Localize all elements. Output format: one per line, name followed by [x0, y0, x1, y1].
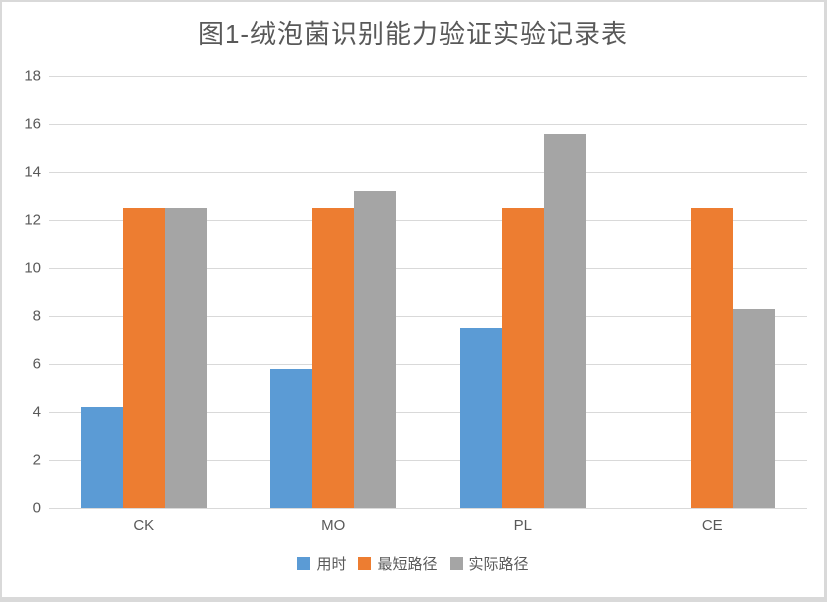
- y-tick-label-16: 16: [24, 115, 41, 133]
- gridline-y-18: [49, 75, 807, 77]
- x-tick-label-pl: PL: [513, 517, 532, 534]
- bar-series2-ce: [733, 308, 776, 508]
- bar-series0-ck: [80, 407, 123, 508]
- legend-label-series1: 最短路径: [377, 556, 438, 573]
- legend-item-series0: 用时: [297, 553, 346, 574]
- legend-item-series2: 实际路径: [449, 553, 529, 574]
- legend-item-series1: 最短路径: [358, 553, 438, 574]
- gridline-y-16: [49, 123, 807, 125]
- gridline-y-8: [49, 315, 807, 317]
- bar-series2-pl: [543, 133, 586, 508]
- gridline-y-12: [49, 219, 807, 221]
- gridline-y-14: [49, 171, 807, 173]
- bar-series1-ck: [122, 208, 165, 508]
- gridline-y-0: [49, 507, 807, 509]
- y-tick-label-0: 0: [32, 499, 41, 517]
- gridline-y-2: [49, 459, 807, 461]
- legend-label-series2: 实际路径: [468, 556, 529, 573]
- gridline-y-6: [49, 363, 807, 365]
- bar-series2-mo: [354, 191, 397, 508]
- y-tick-label-8: 8: [32, 307, 41, 325]
- plot-area: 0 2 4 6 8 10 12 14 16 18 CK MO PL CE: [24, 68, 807, 534]
- legend-label-series0: 用时: [316, 556, 347, 573]
- legend-swatch-icon: [358, 557, 372, 570]
- y-tick-label-14: 14: [24, 163, 41, 181]
- bar-series1-ce: [691, 208, 734, 508]
- bar-series0-pl: [459, 328, 502, 508]
- y-tick-label-18: 18: [24, 67, 41, 85]
- bar-series1-pl: [501, 208, 544, 508]
- legend-swatch-icon: [297, 557, 311, 570]
- bar-series2-ck: [164, 208, 207, 508]
- chart-title: 图1-绒泡菌识别能力验证实验记录表: [197, 19, 629, 49]
- x-tick-label-ck: CK: [133, 517, 155, 534]
- bar-series0-mo: [270, 368, 313, 508]
- y-tick-label-6: 6: [32, 355, 41, 373]
- y-tick-label-4: 4: [32, 403, 41, 421]
- legend-swatch-icon: [449, 557, 463, 570]
- y-tick-label-10: 10: [24, 259, 41, 277]
- y-tick-label-2: 2: [32, 451, 41, 469]
- chart-legend: 用时 最短路径 实际路径: [2, 553, 824, 574]
- y-tick-label-12: 12: [24, 211, 41, 229]
- bar-series1-mo: [312, 208, 355, 508]
- gridline-y-4: [49, 411, 807, 413]
- x-tick-label-mo: MO: [321, 517, 346, 534]
- x-tick-label-ce: CE: [701, 517, 723, 534]
- gridline-y-10: [49, 267, 807, 269]
